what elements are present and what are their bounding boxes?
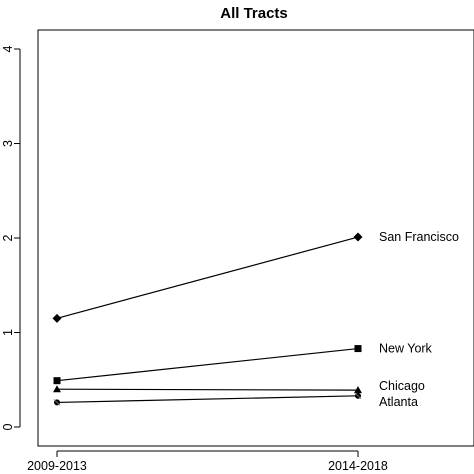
- series-layer: San Francisco New York Chicago Atlanta: [52, 230, 459, 409]
- series-line: [56, 236, 359, 319]
- data-point: [353, 232, 363, 242]
- series-label: New York: [379, 342, 433, 356]
- chart-title: All Tracts: [220, 5, 288, 22]
- y-tick-label: 0: [1, 423, 15, 430]
- data-point: [354, 386, 362, 394]
- series-atlanta: Atlanta: [53, 392, 418, 409]
- y-tick-label: 2: [1, 234, 15, 241]
- data-point: [354, 392, 362, 400]
- x-axis: 2009-2013 2014-2018: [27, 450, 388, 473]
- series-label: San Francisco: [379, 230, 459, 244]
- series-chicago: Chicago: [53, 379, 425, 394]
- series-line: [56, 388, 359, 391]
- x-tick-label: 2014-2018: [328, 459, 388, 473]
- data-point: [53, 399, 61, 406]
- data-point: [53, 377, 61, 385]
- series-new-york: New York: [53, 342, 433, 385]
- y-tick-label: 1: [1, 329, 15, 336]
- x-tick-label: 2009-2013: [27, 459, 87, 473]
- y-tick-label: 3: [1, 140, 15, 147]
- data-point: [53, 385, 61, 393]
- series-label: Atlanta: [379, 395, 418, 409]
- series-line: [56, 347, 359, 382]
- data-point: [52, 313, 62, 323]
- y-tick-label: 4: [1, 45, 15, 52]
- series-san-francisco: San Francisco: [52, 230, 459, 323]
- data-point: [354, 345, 362, 353]
- series-label: Chicago: [379, 379, 425, 393]
- y-axis: 0 1 2 3 4: [1, 45, 21, 430]
- series-line: [56, 395, 359, 404]
- plot-frame: [37, 29, 474, 447]
